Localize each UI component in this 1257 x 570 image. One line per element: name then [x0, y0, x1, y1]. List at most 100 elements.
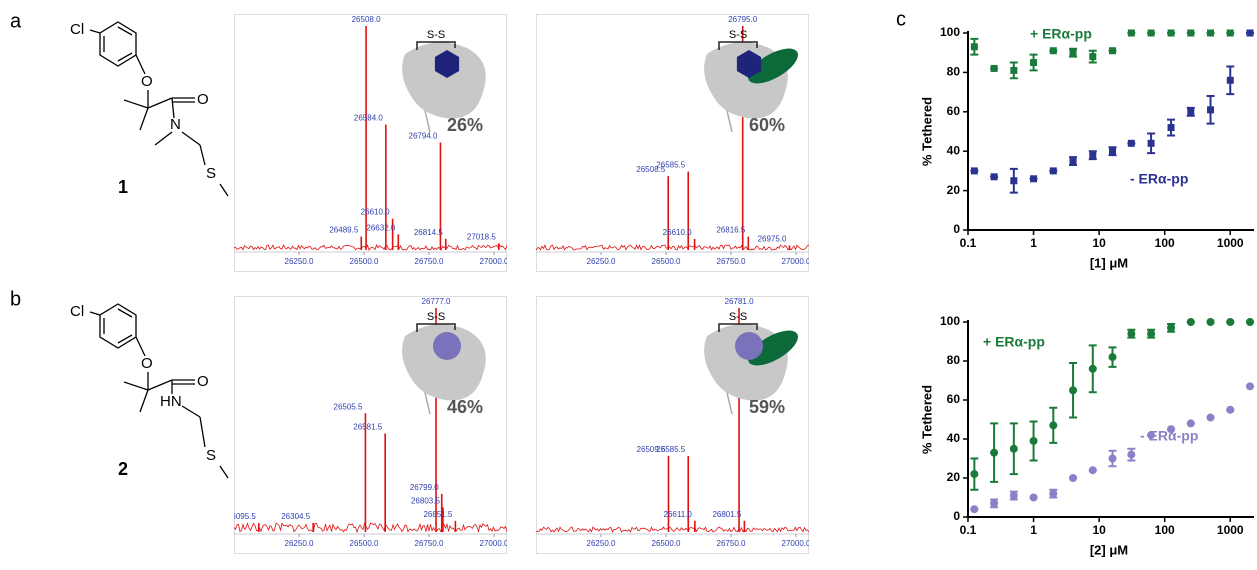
x-tick-label: 0.1	[960, 523, 977, 537]
data-point	[1128, 140, 1135, 147]
data-point	[1127, 330, 1135, 338]
data-point	[1049, 490, 1057, 498]
data-point	[1168, 124, 1175, 131]
y-tick-label: 40	[947, 431, 961, 445]
data-point	[1226, 318, 1234, 326]
x-tick-label: 100	[1155, 236, 1175, 250]
structure: Cl O O N S 1	[70, 21, 228, 197]
data-point	[990, 449, 998, 457]
linker-label: S-S	[729, 29, 747, 41]
data-point	[1207, 414, 1215, 422]
peak-label: 26777.0	[422, 297, 451, 306]
data-point	[1050, 47, 1057, 54]
data-point	[1109, 47, 1116, 54]
panel-label: c	[896, 8, 906, 30]
data-point	[1109, 353, 1117, 361]
data-point	[1010, 445, 1018, 453]
atom-label: S	[206, 447, 216, 464]
x-tick-label: 26750.0	[717, 257, 746, 266]
data-point	[1030, 59, 1037, 66]
data-point	[971, 167, 978, 174]
peak-label: 26505.5	[334, 402, 363, 411]
data-point	[1207, 106, 1214, 113]
atom-label: S	[206, 165, 216, 182]
atom-label: HN	[160, 393, 182, 410]
data-point	[1147, 330, 1155, 338]
data-point	[1207, 30, 1214, 37]
data-point	[1168, 30, 1175, 37]
percent-tethered: 60%	[749, 115, 785, 135]
atom-label: O	[141, 73, 153, 90]
x-tick-label: 27000.0	[480, 257, 509, 266]
y-tick-label: 0	[953, 509, 960, 523]
x-tick-label: 27000.0	[782, 257, 811, 266]
data-point	[1030, 437, 1038, 445]
peak-label: 26585.5	[656, 445, 685, 454]
structure: Cl O O HN S 2	[70, 303, 228, 479]
y-tick-label: 100	[940, 25, 960, 39]
x-tick-label: 26250.0	[587, 257, 616, 266]
x-tick-label: 26250.0	[285, 257, 314, 266]
peak-label: 26610.0	[663, 228, 692, 237]
data-point	[991, 65, 998, 72]
data-point	[1069, 386, 1077, 394]
y-tick-label: 40	[947, 143, 961, 157]
x-tick-label: 26500.0	[652, 539, 681, 548]
peak-label: 26799.0	[410, 483, 439, 492]
data-point	[970, 505, 978, 513]
data-point	[1010, 492, 1018, 500]
peak-label: 26803.5	[411, 496, 440, 505]
peak-label: 26801.5	[712, 510, 741, 519]
x-tick-label: 26750.0	[717, 539, 746, 548]
panel-label: a	[10, 10, 22, 32]
y-tick-label: 60	[947, 392, 961, 406]
figure: a b c Cl O O N S 1 Cl O O HN	[0, 0, 1257, 565]
data-point	[1049, 421, 1057, 429]
linker-label: S-S	[427, 311, 445, 323]
y-tick-label: 20	[947, 183, 961, 197]
data-point	[1247, 30, 1254, 37]
data-point	[1069, 474, 1077, 482]
data-point	[990, 499, 998, 507]
linker-label: S-S	[729, 311, 747, 323]
peak-label: 26795.0	[728, 15, 757, 24]
data-point	[1227, 30, 1234, 37]
data-point	[1148, 140, 1155, 147]
peak-label: 26851.5	[423, 510, 452, 519]
series-label: + ERα-pp	[1030, 26, 1092, 42]
series-label: + ERα-pp	[983, 334, 1045, 350]
x-tick-label: 26250.0	[587, 539, 616, 548]
data-point	[1127, 451, 1135, 459]
data-point	[1070, 158, 1077, 165]
peak-label: 26508.0	[352, 15, 381, 24]
data-point	[1167, 324, 1175, 332]
x-tick-label: 10	[1092, 236, 1106, 250]
peak-label: 26584.0	[354, 114, 383, 123]
peak-label: 26610.0	[361, 208, 390, 217]
y-tick-label: 80	[947, 65, 961, 79]
x-tick-label: 10	[1092, 523, 1106, 537]
atom-label: O	[197, 373, 209, 390]
data-point	[1207, 318, 1215, 326]
atom-label: Cl	[70, 21, 84, 38]
data-point	[1089, 152, 1096, 159]
atom-label: N	[170, 116, 181, 133]
peak-label: 26095.5	[227, 512, 256, 521]
peak-label: 26489.5	[329, 226, 358, 235]
data-point	[1030, 494, 1038, 502]
x-tick-label: 26500.0	[350, 257, 379, 266]
data-point	[970, 470, 978, 478]
data-point	[1109, 455, 1117, 463]
data-point	[1246, 318, 1254, 326]
data-point	[991, 173, 998, 180]
x-tick-label: 100	[1155, 523, 1175, 537]
x-axis-label: [1] μM	[1090, 255, 1128, 270]
ligand-cartoon	[735, 332, 763, 360]
x-tick-label: 26500.0	[652, 257, 681, 266]
x-tick-label: 1000	[1217, 236, 1244, 250]
data-point	[1187, 419, 1195, 427]
percent-tethered: 26%	[447, 115, 483, 135]
x-tick-label: 0.1	[960, 236, 977, 250]
linker-label: S-S	[427, 29, 445, 41]
